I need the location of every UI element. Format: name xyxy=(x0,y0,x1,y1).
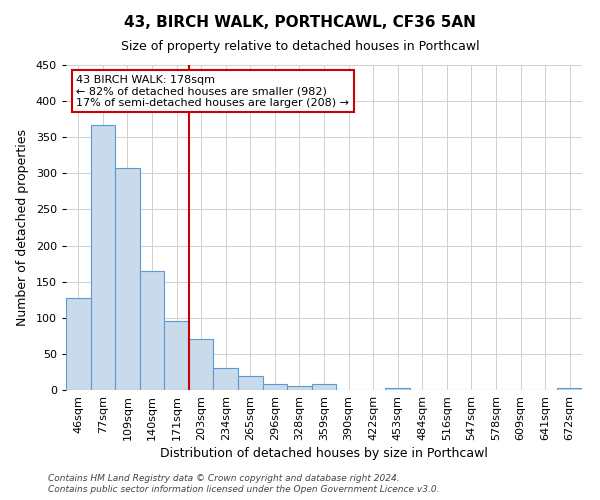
Bar xyxy=(557,388,582,390)
Bar xyxy=(238,376,263,390)
Bar xyxy=(214,368,238,390)
Text: Contains HM Land Registry data © Crown copyright and database right 2024.
Contai: Contains HM Land Registry data © Crown c… xyxy=(48,474,439,494)
Bar xyxy=(164,322,189,390)
Y-axis label: Number of detached properties: Number of detached properties xyxy=(16,129,29,326)
Bar xyxy=(115,168,140,390)
Bar xyxy=(385,388,410,390)
Text: Size of property relative to detached houses in Porthcawl: Size of property relative to detached ho… xyxy=(121,40,479,53)
Text: 43, BIRCH WALK, PORTHCAWL, CF36 5AN: 43, BIRCH WALK, PORTHCAWL, CF36 5AN xyxy=(124,15,476,30)
Bar xyxy=(263,384,287,390)
Bar xyxy=(312,384,336,390)
Text: 43 BIRCH WALK: 178sqm
← 82% of detached houses are smaller (982)
17% of semi-det: 43 BIRCH WALK: 178sqm ← 82% of detached … xyxy=(76,74,349,108)
Bar xyxy=(189,340,214,390)
X-axis label: Distribution of detached houses by size in Porthcawl: Distribution of detached houses by size … xyxy=(160,447,488,460)
Bar xyxy=(140,271,164,390)
Bar xyxy=(287,386,312,390)
Bar xyxy=(66,298,91,390)
Bar xyxy=(91,125,115,390)
